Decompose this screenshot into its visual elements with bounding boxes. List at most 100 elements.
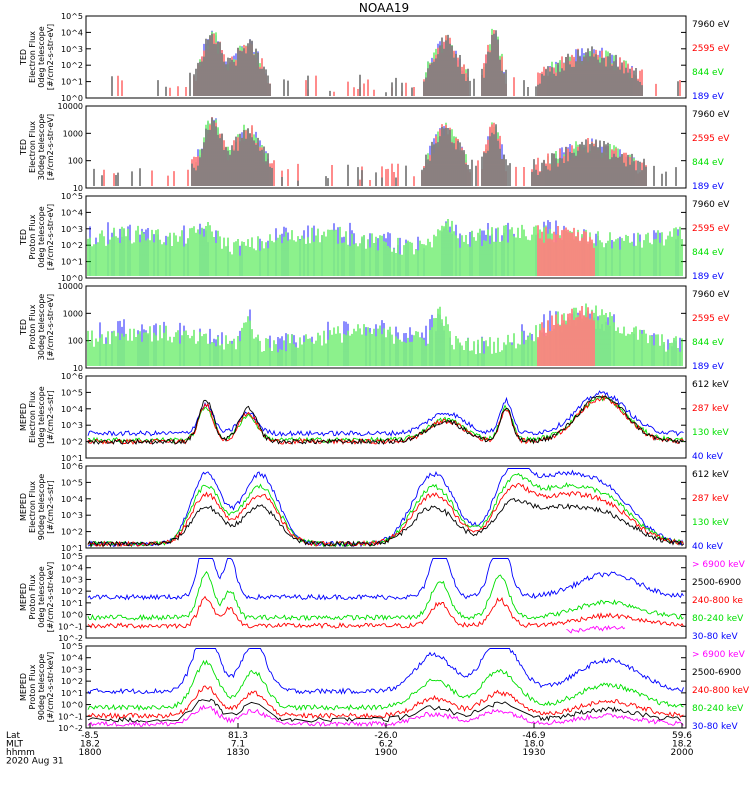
legend-entry: 7960 eV <box>692 200 730 210</box>
legend-entry: 2595 eV <box>692 314 730 324</box>
panel-ylabel: MEPEDProton Flux0deg telescope[#/cm2-s-s… <box>19 562 55 633</box>
series-trace <box>87 595 684 629</box>
ytick-label: 1000 <box>63 129 83 138</box>
legend-entry: 189 eV <box>692 92 725 102</box>
series-trace <box>87 468 684 548</box>
ytick-label: 10^2 <box>61 677 83 686</box>
panel-frame <box>85 285 687 369</box>
ytick-label: 10^2 <box>61 61 83 70</box>
ylabel-line: [#/cm2-s-str-keV] <box>46 562 55 633</box>
series-trace <box>87 571 684 622</box>
series-trace <box>111 30 679 96</box>
xtick-mlt: 18.0 <box>524 740 544 750</box>
panel-frame <box>85 555 687 639</box>
legend-entry: 2500-6900 <box>692 578 741 588</box>
ytick-label: 10^5 <box>61 192 83 201</box>
ytick-label: 10^3 <box>61 421 83 430</box>
ytick-label: 10^5 <box>61 12 83 21</box>
ytick-label: 10^2 <box>61 241 83 250</box>
ylabel-line: [#/cm2-s-str-eV] <box>46 204 55 270</box>
panel-ylabel: TEDProton Flux30deg telescope[#/cm2-s-st… <box>19 294 55 361</box>
series-trace <box>87 648 684 695</box>
ytick-label: 10^-1 <box>58 712 83 721</box>
ylabel-line: [#/cm2-s-str-eV] <box>46 114 55 180</box>
date-label: 2020 Aug 31 <box>6 757 64 767</box>
ylabel-line: 30deg telescope <box>37 294 46 361</box>
legend-entry: 240-800 ke <box>692 596 743 606</box>
ytick-label: 10^4 <box>61 495 83 504</box>
panel-frame <box>85 645 687 729</box>
ytick-label: 100 <box>68 157 83 166</box>
ytick-label: 10^3 <box>61 511 83 520</box>
legend-entry: 189 eV <box>692 362 725 372</box>
ylabel-line: TED <box>19 319 28 336</box>
panel-5: 10^1 10^2 10^3 10^4 10^5 10^6 MEPEDElectron Fl… <box>19 372 729 463</box>
legend-entry: 40 keV <box>692 452 724 462</box>
ytick-label: 10^4 <box>61 564 83 573</box>
ylabel-line: MEPED <box>19 673 28 701</box>
ylabel-line: Electron Flux <box>28 31 37 83</box>
panel-3: 10^0 10^1 10^2 10^3 10^4 10^5 TEDProton Flux0d… <box>19 192 730 283</box>
ylabel-line: 30deg telescope <box>37 114 46 181</box>
panel-ylabel: TEDProton Flux0deg telescope[#/cm2-s-str… <box>19 204 55 270</box>
legend-entry: 844 eV <box>692 338 725 348</box>
panel-1: 10^0 10^1 10^2 10^3 10^4 10^5 TEDElectron Flux… <box>19 12 730 103</box>
ytick-label: 10^3 <box>61 665 83 674</box>
ylabel-line: Proton Flux <box>28 664 37 709</box>
xtick-lat: -46.9 <box>522 731 546 741</box>
ytick-label: 10^1 <box>61 599 83 608</box>
ytick-label: 10000 <box>58 102 83 111</box>
ylabel-line: 0deg telescope <box>37 386 46 447</box>
legend-entry: 240-800 keV <box>692 686 750 696</box>
xtick-hhmm: 2000 <box>671 748 694 758</box>
ylabel-line: 90deg telescope <box>37 654 46 721</box>
ylabel-line: Proton Flux <box>28 574 37 619</box>
legend-entry: > 6900 keV <box>692 650 746 660</box>
ytick-label: 10^5 <box>61 552 83 561</box>
panel-ylabel: TEDElectron Flux30deg telescope[#/cm2-s-… <box>19 114 55 181</box>
ylabel-line: TED <box>19 49 28 66</box>
panel-8: 10^-2 10^-1 10^0 10^1 10^2 10^3 10^4 10^5 MEPEDP… <box>19 642 750 733</box>
ylabel-line: TED <box>19 229 28 246</box>
ytick-label: 10^0 <box>61 611 83 620</box>
legend-entry: > 6900 keV <box>692 560 746 570</box>
legend-entry: 30-80 keV <box>692 722 738 732</box>
ylabel-line: 0deg telescope <box>37 26 46 87</box>
ytick-label: 10^5 <box>61 478 83 487</box>
ytick-label: 10^5 <box>61 388 83 397</box>
xtick-hhmm: 1900 <box>375 748 398 758</box>
series-trace <box>87 698 681 723</box>
series-trace <box>87 394 684 445</box>
ylabel-line: MEPED <box>19 493 28 521</box>
xtick-hhmm: 1800 <box>79 748 102 758</box>
panel-frame <box>85 375 687 459</box>
xtick-hhmm: 1830 <box>227 748 250 758</box>
ytick-label: 10^3 <box>61 225 83 234</box>
ylabel-line: MEPED <box>19 403 28 431</box>
xtick-lat: 59.6 <box>672 731 692 741</box>
ytick-label: 10^4 <box>61 28 83 37</box>
legend-entry: 844 eV <box>692 248 725 258</box>
legend-entry: 2595 eV <box>692 44 730 54</box>
ytick-label: 10^0 <box>61 701 83 710</box>
legend-entry: 2500-6900 <box>692 668 741 678</box>
series-trace <box>87 659 684 712</box>
series-trace <box>87 395 684 444</box>
legend-entry: 7960 eV <box>692 110 730 120</box>
legend-entry: 2595 eV <box>692 134 730 144</box>
ytick-label: 10^1 <box>61 454 83 463</box>
ytick-label: 10^4 <box>61 654 83 663</box>
xtick-lat: -26.0 <box>374 731 398 741</box>
series-trace <box>87 219 683 276</box>
legend-entry: 612 keV <box>692 380 729 390</box>
ytick-label: 10^3 <box>61 575 83 584</box>
panel-ylabel: TEDElectron Flux0deg telescope[#/cm2-s-s… <box>19 24 55 90</box>
series-trace <box>197 30 633 96</box>
series-trace <box>87 472 684 548</box>
ytick-label: 10^1 <box>61 689 83 698</box>
ylabel-line: MEPED <box>19 583 28 611</box>
panel-ylabel: MEPEDElectron Flux90deg telescope[#/cm2-… <box>19 474 55 541</box>
series-trace <box>87 303 683 366</box>
